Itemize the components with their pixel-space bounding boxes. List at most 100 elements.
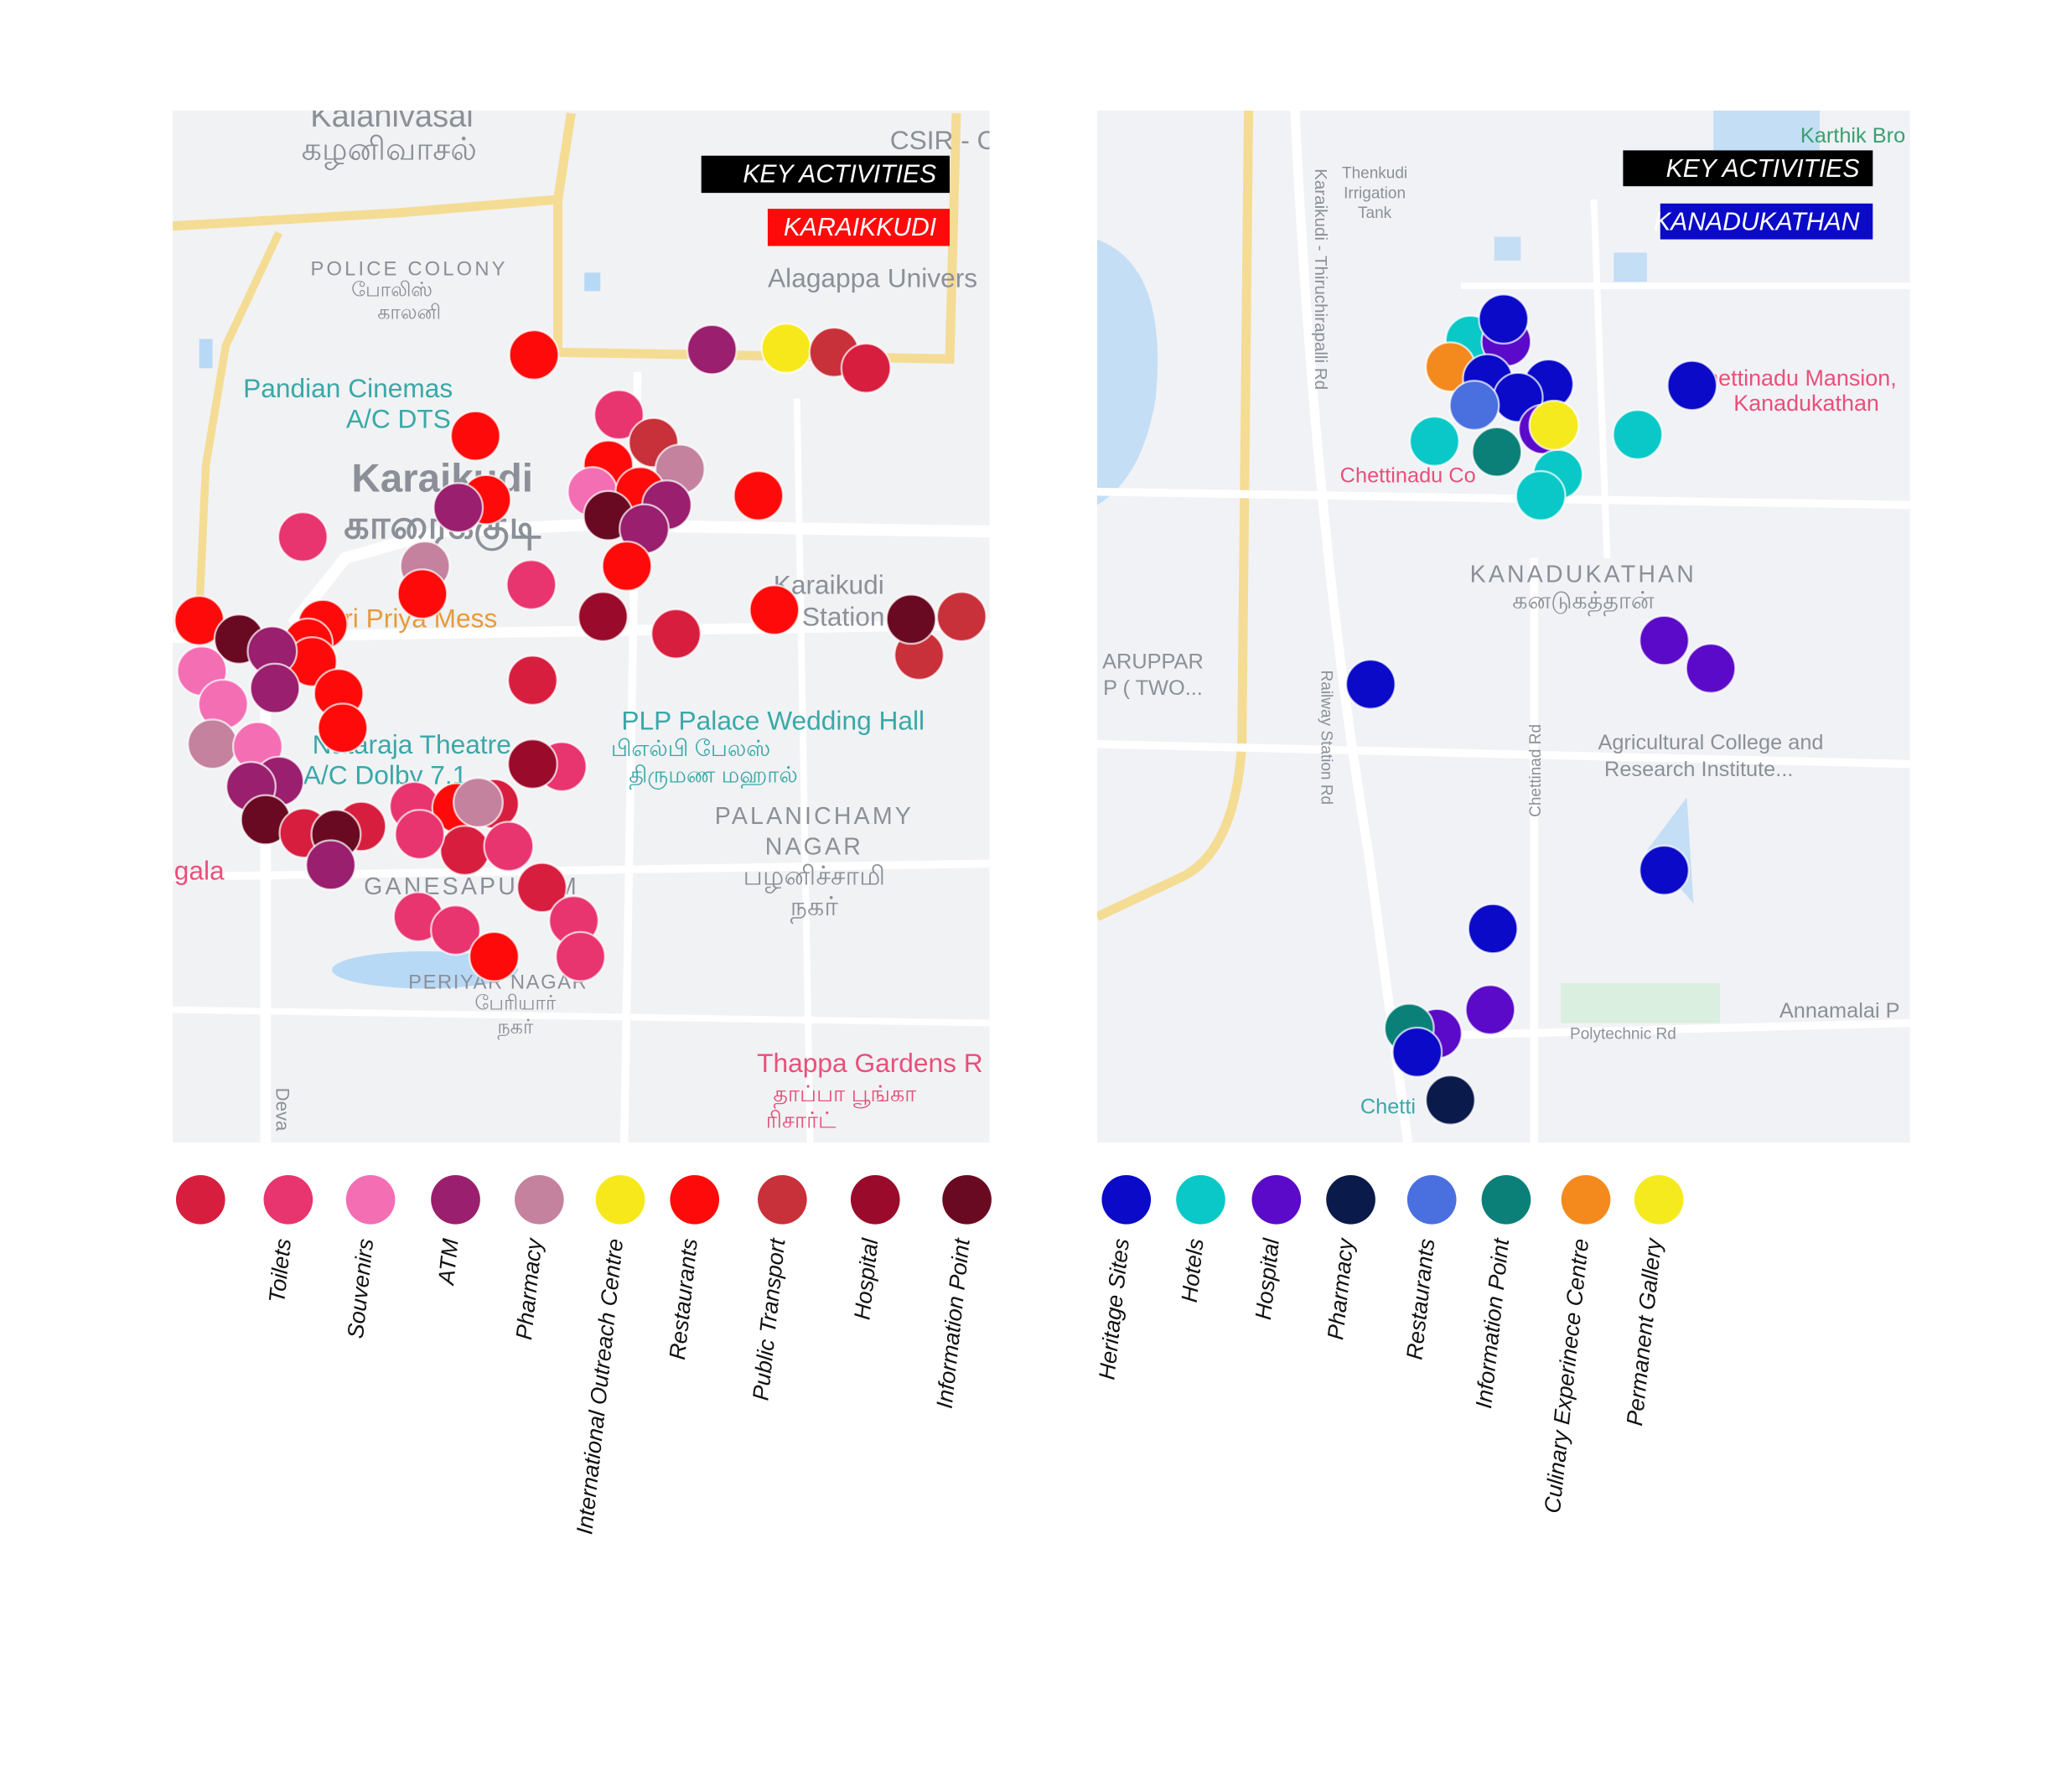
map-label: Thappa Gardens R — [757, 1048, 983, 1078]
map-label: Railway Station Rd — [1318, 671, 1335, 805]
map-label: ரிசார்ட் — [766, 1108, 837, 1133]
badge-box — [1660, 203, 1873, 240]
activity-marker — [396, 568, 448, 620]
legend-swatch — [1406, 1174, 1457, 1225]
legend-label: International Outreach Centre — [572, 1237, 628, 1536]
map-label: நகர் — [790, 891, 839, 925]
badge-box — [767, 209, 950, 246]
legend-swatch — [1101, 1174, 1152, 1225]
activity-marker — [516, 862, 568, 914]
activity-marker — [885, 593, 937, 645]
activity-marker — [430, 904, 482, 956]
activity-marker — [1639, 614, 1691, 666]
activity-marker — [1424, 1074, 1476, 1126]
activity-marker — [1685, 642, 1737, 694]
legend-swatch — [850, 1174, 900, 1225]
activity-marker — [449, 410, 501, 462]
activity-marker — [1344, 658, 1396, 710]
legend-swatch — [595, 1174, 645, 1225]
activity-marker — [760, 323, 812, 375]
map-label: A/C Dolby 7.1 — [303, 759, 468, 790]
map-label: KANADUKATHAN — [1470, 561, 1696, 588]
legend-swatch — [1481, 1174, 1531, 1225]
activity-markers — [1344, 293, 1737, 1126]
legend-swatch — [942, 1174, 992, 1225]
activity-marker — [1471, 426, 1523, 478]
activity-marker — [593, 389, 645, 441]
map-label: நகர் — [497, 1016, 533, 1040]
legend-label: Souvenirs — [343, 1237, 378, 1339]
legend-label: Public Transport — [748, 1236, 790, 1402]
activity-marker — [483, 821, 535, 873]
map-label: Karaikudi - Thiruchirapalli Rd — [1311, 168, 1330, 390]
legend-swatch — [1561, 1174, 1611, 1225]
legend-swatch — [1176, 1174, 1225, 1225]
legend-swatch — [1634, 1174, 1684, 1225]
map-label: கனடுகத்தான் — [1512, 588, 1655, 616]
map-label: Alagappa Univers — [768, 263, 977, 293]
map-label: Deva — [272, 1088, 293, 1132]
map-label: திருமண மஹால் — [629, 763, 797, 790]
activity-marker — [506, 655, 558, 707]
activity-marker — [433, 482, 484, 534]
activity-marker — [686, 324, 738, 376]
map-label: CSIR - C — [890, 125, 997, 155]
activity-marker — [277, 511, 329, 563]
map-label: Kalanivasal — [310, 99, 473, 134]
map-label: பழனிச்சாமி — [743, 861, 885, 894]
activity-marker — [505, 559, 557, 611]
activity-marker — [577, 591, 629, 643]
legend-swatch — [431, 1174, 480, 1225]
legend-label: Pharmacy — [511, 1236, 547, 1341]
legend: Toilets Souvenirs ATM Pharmacy International… — [175, 1174, 992, 1536]
legend-label: ATM — [433, 1237, 464, 1287]
activity-marker — [508, 329, 560, 381]
legend-label: Restaurants — [1401, 1237, 1439, 1360]
legend-swatch — [670, 1174, 720, 1225]
map-label: கழனிவாசல் — [302, 132, 477, 171]
badge-box — [701, 155, 950, 194]
activity-marker — [1639, 844, 1691, 896]
activity-marker — [935, 591, 987, 643]
activity-marker — [1515, 469, 1567, 521]
legend-label: Information Point — [932, 1236, 975, 1410]
legend-swatch — [345, 1174, 396, 1225]
map-label: Research Institute... — [1604, 758, 1793, 781]
map-label: Irrigation — [1344, 184, 1406, 202]
map-label: Chetti — [1360, 1095, 1416, 1118]
legend-label: Culinary Experinece Centre — [1540, 1237, 1593, 1515]
badge-place: KANADUKATHAN — [1654, 208, 1860, 236]
map-label: போலிஸ் — [351, 279, 433, 302]
map-label: பேரியார் — [474, 992, 556, 1015]
map-label: Chettinad Rd — [1527, 724, 1545, 817]
legend-label: Information Point — [1471, 1236, 1514, 1410]
map-label: NAGAR — [765, 833, 863, 860]
legend: Heritage Sites Hotels Hospital Pharmacy Rest… — [1094, 1174, 1684, 1515]
activity-marker — [554, 930, 606, 982]
activity-marker — [1408, 415, 1460, 467]
legend-label: Heritage Sites — [1094, 1237, 1134, 1380]
map-label: Thenkudi — [1342, 165, 1407, 183]
map-label: Chettinadu Co — [1340, 464, 1476, 488]
map-label: Tank — [1358, 205, 1392, 222]
activity-marker — [1464, 984, 1516, 1036]
map-label: Karthik Bro — [1800, 124, 1905, 148]
activity-marker — [601, 540, 653, 592]
legend-swatch — [1326, 1174, 1375, 1225]
activity-marker — [1467, 903, 1519, 955]
legend-label: Permanent Gallery — [1622, 1236, 1666, 1427]
map-label: Polytechnic Rd — [1570, 1026, 1676, 1044]
legend-swatch — [758, 1174, 807, 1225]
map-label: Pandian Cinemas — [243, 373, 453, 403]
activity-marker — [187, 718, 239, 770]
map-label: ARUPPAR — [1102, 650, 1204, 673]
activity-marker — [1478, 293, 1530, 345]
activity-marker — [733, 469, 785, 521]
activity-marker — [506, 738, 558, 790]
legend-swatch — [515, 1174, 564, 1225]
activity-marker — [452, 776, 504, 828]
